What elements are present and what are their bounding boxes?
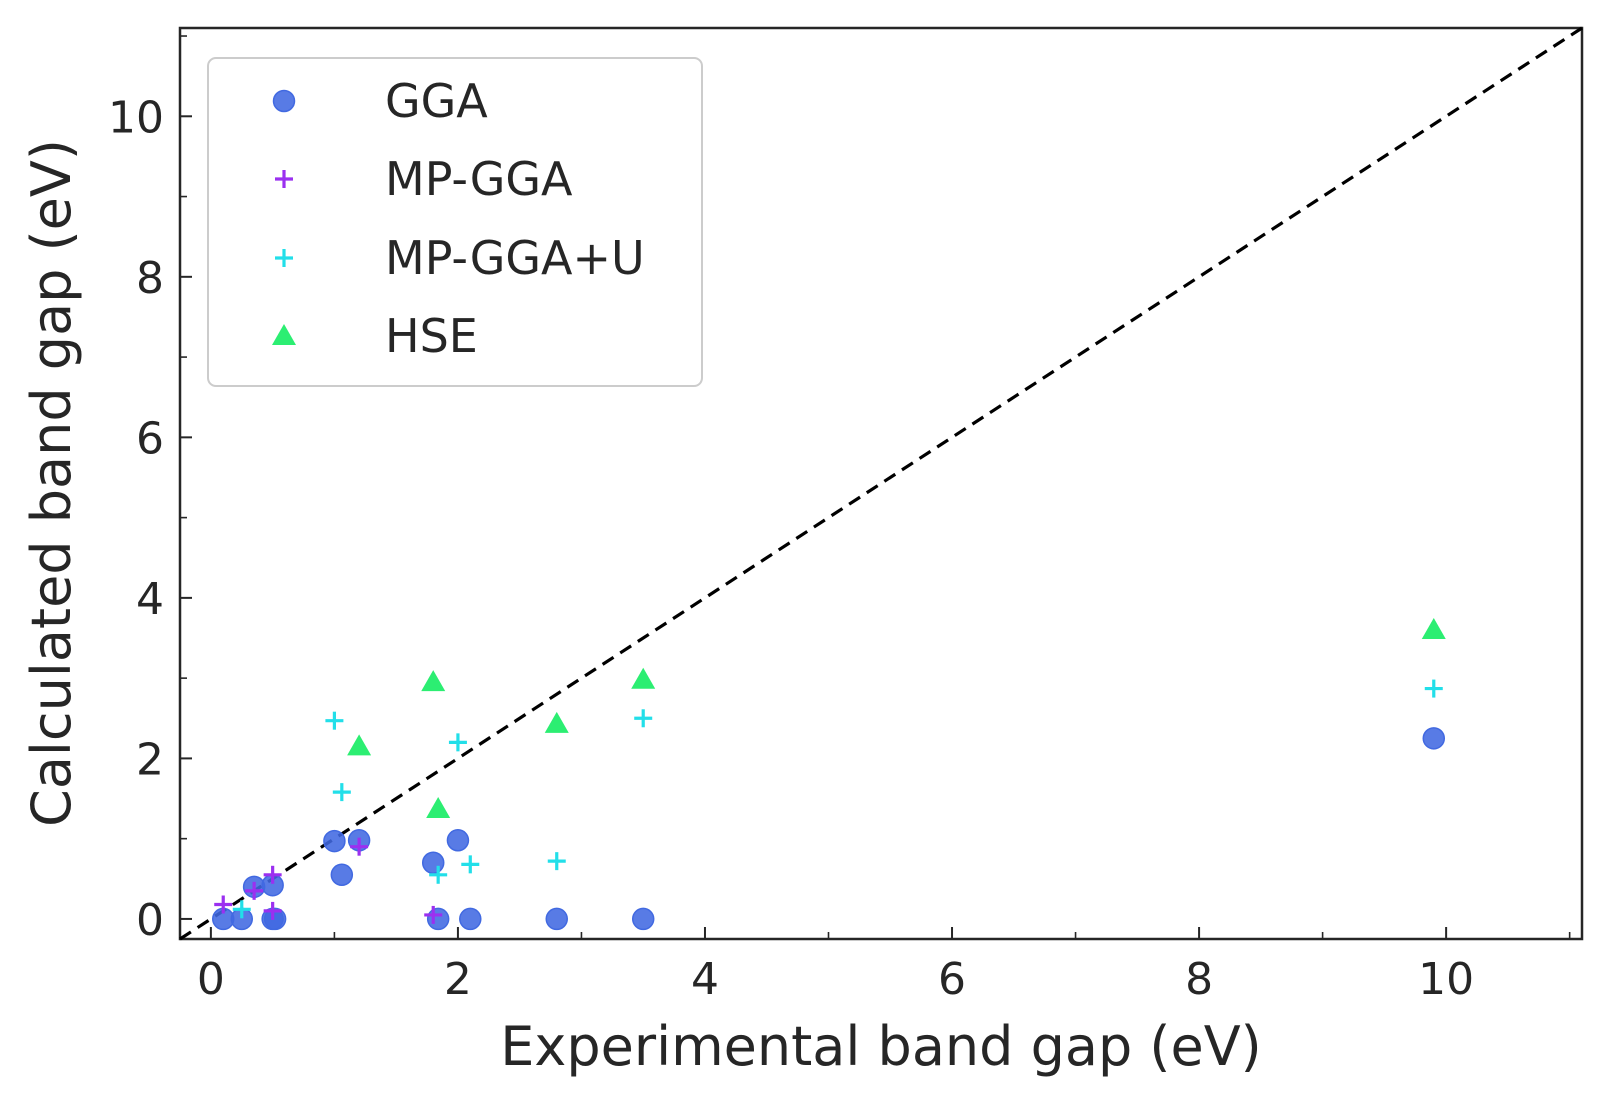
point-gga bbox=[631, 907, 655, 931]
point-hse bbox=[631, 667, 656, 689]
legend-marker-mp-gga-u bbox=[275, 249, 293, 267]
x-axis-label: Experimental band gap (eV) bbox=[500, 1015, 1261, 1078]
y-tick-label: 10 bbox=[108, 92, 164, 143]
point-mp-gga-u bbox=[448, 733, 467, 752]
y-tick-label: 2 bbox=[136, 734, 164, 785]
point-mp-gga-u bbox=[429, 865, 448, 884]
series-hse bbox=[347, 617, 1446, 818]
x-tick-label: 4 bbox=[691, 954, 719, 1005]
point-hse bbox=[1421, 617, 1446, 639]
y-tick-label: 0 bbox=[136, 895, 164, 946]
legend-label-hse: HSE bbox=[385, 309, 478, 363]
point-mp-gga-u bbox=[461, 855, 480, 874]
point-mp-gga-u bbox=[332, 783, 351, 802]
point-gga bbox=[330, 863, 354, 887]
point-hse bbox=[421, 670, 446, 692]
point-mp-gga bbox=[263, 865, 282, 884]
point-gga bbox=[323, 829, 346, 853]
point-gga bbox=[426, 907, 450, 931]
point-mp-gga-u bbox=[325, 711, 344, 730]
legend: GGA MP-GGA MP-GGA+U HSE bbox=[207, 57, 703, 387]
reference-line-group bbox=[179, 26, 1583, 941]
point-mp-gga-u bbox=[547, 852, 566, 871]
legend-marker-hse bbox=[272, 324, 296, 345]
series-mp-gga-u bbox=[232, 679, 1443, 919]
point-mp-gga-u bbox=[1424, 679, 1443, 698]
point-gga bbox=[545, 907, 568, 931]
point-mp-gga bbox=[263, 901, 282, 920]
legend-label-mp-gga: MP-GGA bbox=[385, 152, 573, 206]
point-mp-gga bbox=[245, 881, 264, 900]
y-tick-label: 4 bbox=[136, 574, 164, 625]
legend-marker-gga bbox=[272, 89, 296, 113]
y-tick-label: 6 bbox=[136, 413, 164, 464]
point-gga bbox=[421, 851, 445, 874]
legend-marker-mp-gga bbox=[275, 170, 293, 188]
point-mp-gga bbox=[424, 905, 443, 924]
axis-ticks: 0 2 4 6 8 10 0 2 4 6 8 10 bbox=[108, 35, 1571, 1005]
legend-label-gga: GGA bbox=[385, 74, 488, 128]
point-gga bbox=[446, 829, 470, 852]
point-hse bbox=[347, 734, 372, 756]
x-tick-label: 10 bbox=[1418, 954, 1474, 1005]
x-tick-label: 2 bbox=[444, 954, 472, 1005]
point-hse bbox=[544, 711, 569, 733]
legend-frame bbox=[207, 57, 703, 387]
x-tick-label: 6 bbox=[938, 954, 966, 1005]
point-hse bbox=[426, 796, 451, 818]
y-axis-label: Calculated band gap (eV) bbox=[20, 139, 83, 827]
legend-label-mp-gga-u: MP-GGA+U bbox=[385, 231, 645, 285]
point-mp-gga bbox=[350, 837, 369, 856]
point-gga bbox=[459, 907, 482, 931]
point-mp-gga bbox=[214, 895, 233, 914]
point-mp-gga-u bbox=[232, 900, 251, 919]
legend-markers bbox=[272, 89, 296, 345]
point-mp-gga-u bbox=[634, 709, 653, 728]
series-group bbox=[211, 617, 1446, 931]
y-tick-label: 8 bbox=[136, 253, 164, 304]
point-gga bbox=[263, 907, 287, 931]
x-tick-label: 8 bbox=[1185, 954, 1213, 1005]
identity-line bbox=[179, 26, 1583, 941]
x-tick-label: 0 bbox=[197, 954, 225, 1005]
point-gga bbox=[1422, 727, 1446, 750]
series-mp-gga bbox=[214, 837, 443, 924]
